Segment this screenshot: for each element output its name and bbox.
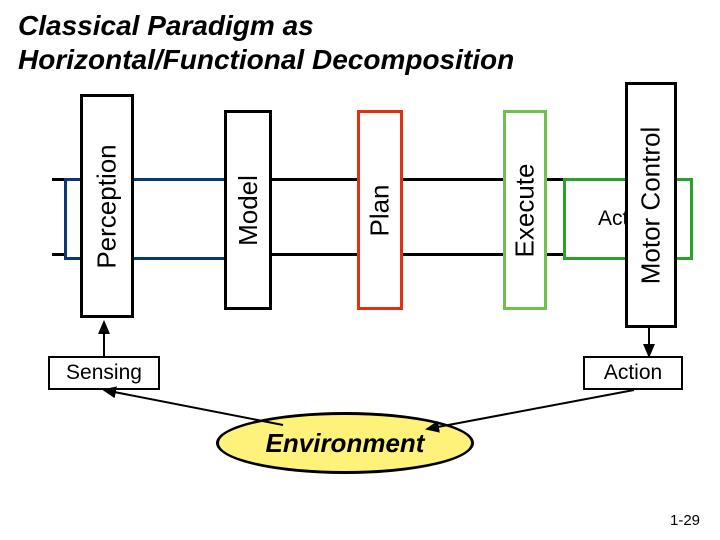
sensing-label: Sensing	[66, 361, 142, 385]
action-box: Action	[583, 356, 683, 390]
title-line-2: Horizontal/Functional Decomposition	[18, 44, 514, 76]
action-label: Action	[604, 361, 662, 385]
module-label-motor-control: Motor Control	[636, 126, 667, 284]
module-plan: Plan	[357, 110, 403, 310]
sensing-box: Sensing	[48, 356, 160, 390]
module-model: Model	[224, 110, 272, 310]
module-perception: Perception	[80, 94, 134, 318]
module-label-perception: Perception	[92, 144, 123, 268]
title-line-1: Classical Paradigm as	[18, 10, 314, 42]
module-label-plan: Plan	[365, 184, 396, 236]
module-label-execute: Execute	[510, 163, 541, 257]
page-number: 1-29	[670, 512, 700, 529]
environment-label: Environment	[266, 428, 425, 459]
module-execute: Execute	[503, 110, 547, 310]
environment-ellipse: Environment	[216, 412, 474, 474]
module-label-model: Model	[233, 175, 264, 246]
module-motor-control: Motor Control	[625, 82, 677, 328]
